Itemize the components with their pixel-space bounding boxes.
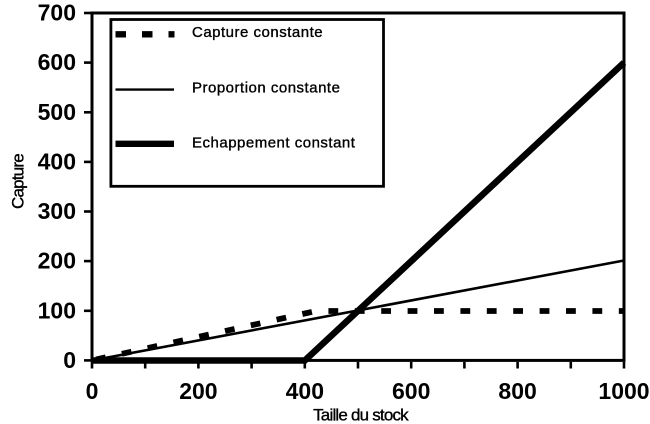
svg-text:Proportion constante: Proportion constante	[192, 80, 340, 97]
svg-text:100: 100	[38, 297, 76, 323]
svg-text:300: 300	[38, 198, 76, 224]
svg-text:200: 200	[179, 378, 217, 404]
svg-text:600: 600	[392, 378, 430, 404]
svg-text:400: 400	[286, 378, 324, 404]
svg-text:200: 200	[38, 248, 76, 274]
svg-text:500: 500	[38, 99, 76, 125]
svg-text:Echappement constant: Echappement constant	[192, 134, 356, 151]
svg-text:1000: 1000	[598, 378, 649, 404]
svg-text:Taille du stock: Taille du stock	[313, 406, 409, 424]
svg-text:0: 0	[63, 347, 76, 373]
svg-text:600: 600	[38, 49, 76, 75]
svg-text:700: 700	[38, 0, 76, 26]
svg-text:Capture: Capture	[9, 154, 28, 209]
svg-text:Capture constante: Capture constante	[192, 24, 323, 41]
svg-text:0: 0	[86, 378, 99, 404]
svg-text:800: 800	[498, 378, 536, 404]
svg-text:400: 400	[38, 148, 76, 174]
